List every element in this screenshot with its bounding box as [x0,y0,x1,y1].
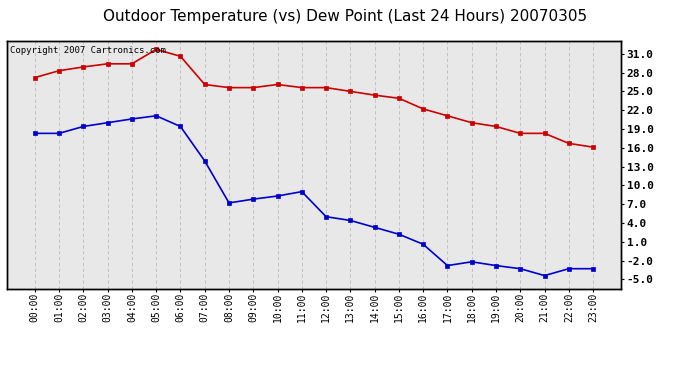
Text: Outdoor Temperature (vs) Dew Point (Last 24 Hours) 20070305: Outdoor Temperature (vs) Dew Point (Last… [103,9,587,24]
Text: Copyright 2007 Cartronics.com: Copyright 2007 Cartronics.com [10,46,166,55]
